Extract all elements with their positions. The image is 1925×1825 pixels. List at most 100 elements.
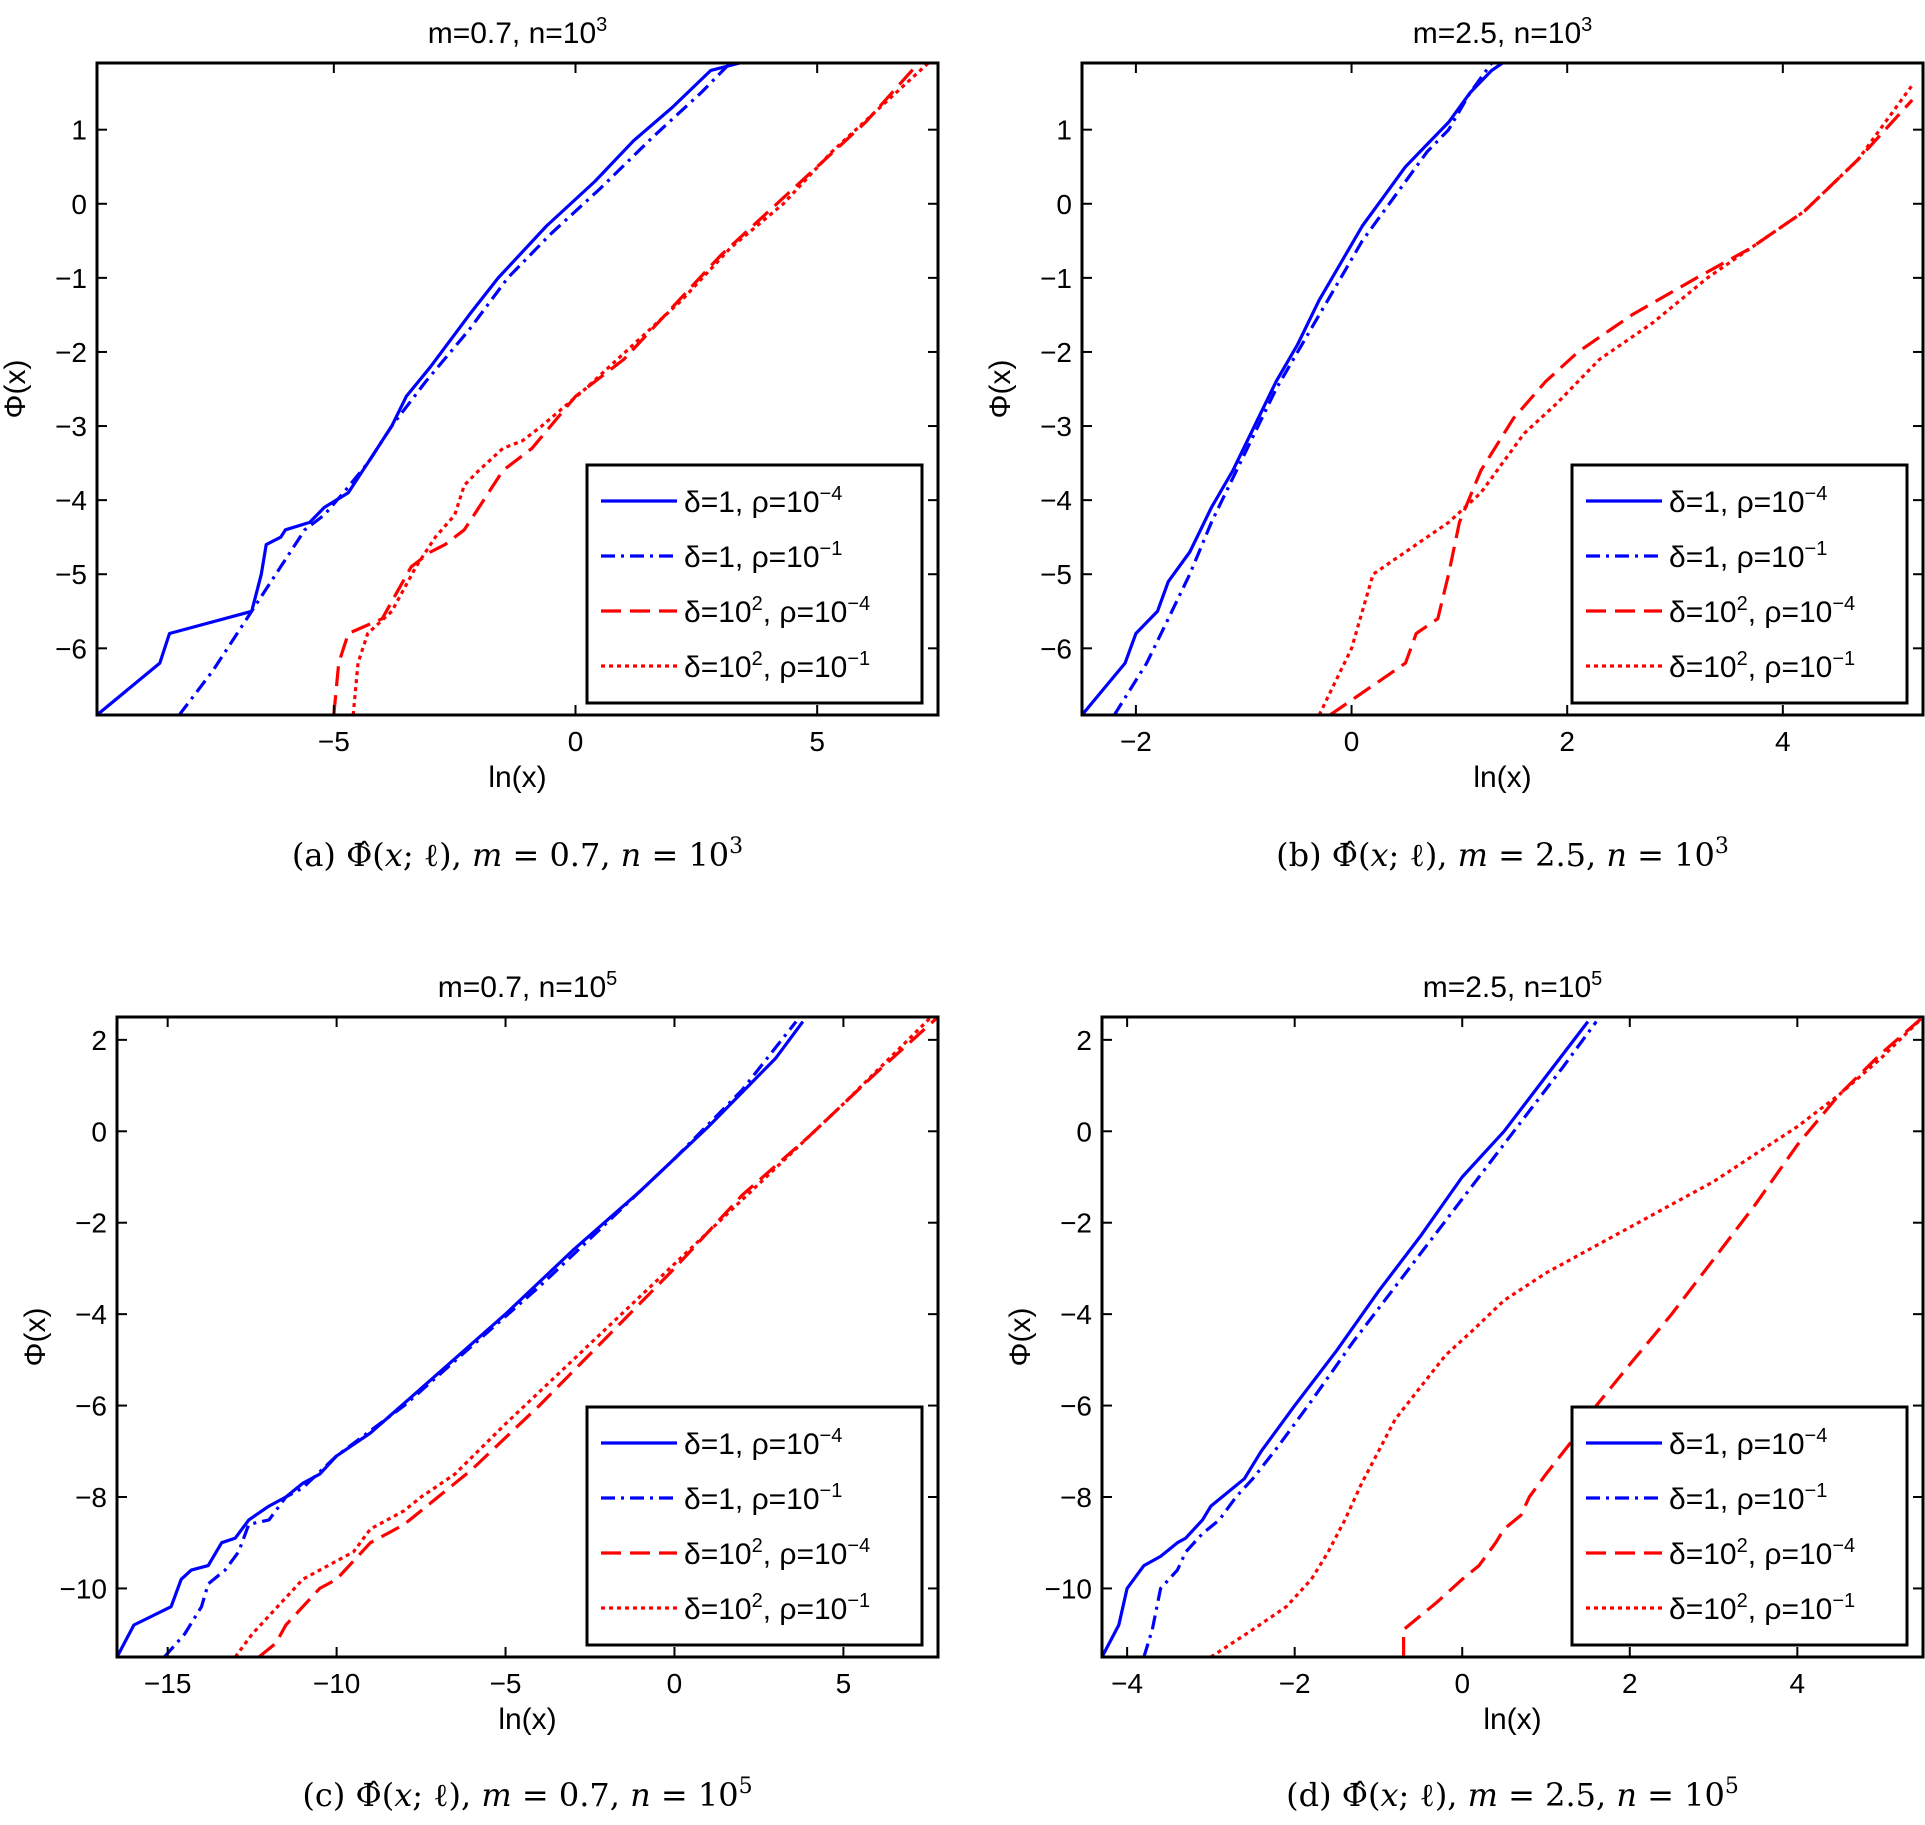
x-axis-label: ln(x) bbox=[1473, 761, 1531, 794]
series-line-4 bbox=[1210, 1017, 1923, 1657]
caption-m-value: = 0.7, bbox=[502, 836, 620, 874]
caption-n-exponent: 3 bbox=[729, 834, 743, 859]
legend-entry-mid-exponent: 2 bbox=[752, 593, 763, 615]
legend-entry-exponent: −4 bbox=[847, 593, 870, 615]
series-line-1 bbox=[117, 1020, 805, 1657]
legend-entry-exponent: −4 bbox=[847, 1535, 870, 1557]
caption-n-exponent: 5 bbox=[739, 1774, 753, 1799]
chart-title: m=0.7, n=105 bbox=[438, 968, 618, 1004]
x-axis-label: ln(x) bbox=[488, 761, 546, 794]
y-tick-label: 0 bbox=[91, 1116, 107, 1147]
legend-entry-tail: , ρ=10 bbox=[1748, 651, 1833, 684]
series-line-2 bbox=[163, 1020, 798, 1657]
legend-entry-1: δ=1, ρ=10−4 bbox=[1669, 1425, 1827, 1461]
caption-n-base: = 10 bbox=[1627, 836, 1715, 874]
legend-entry-exponent: −1 bbox=[1832, 648, 1855, 670]
legend-box bbox=[1570, 463, 1909, 705]
y-tick-label: 2 bbox=[1076, 1025, 1092, 1056]
caption-m-value: = 2.5, bbox=[1488, 836, 1606, 874]
chart-title-exponent: 5 bbox=[606, 968, 617, 990]
legend-entry-text: δ=10 bbox=[1669, 651, 1737, 684]
legend-entry-3: δ=102, ρ=10−4 bbox=[1669, 1535, 1855, 1571]
y-tick-label: −4 bbox=[1060, 1299, 1092, 1330]
y-tick-label: −10 bbox=[1045, 1573, 1093, 1604]
y-tick-label: −3 bbox=[55, 411, 87, 442]
series-line-2 bbox=[1142, 1020, 1598, 1657]
legend-entry-1: δ=1, ρ=10−4 bbox=[684, 1425, 842, 1461]
legend-entry-exponent: −1 bbox=[1832, 1590, 1855, 1612]
y-tick-label: −4 bbox=[55, 485, 87, 516]
caption-m-value: = 2.5, bbox=[1498, 1776, 1616, 1814]
legend-entry-1: δ=1, ρ=10−4 bbox=[684, 483, 842, 519]
legend-entry-exponent: −1 bbox=[847, 1590, 870, 1612]
legend-entry-3: δ=102, ρ=10−4 bbox=[684, 1535, 870, 1571]
x-tick-label: −2 bbox=[1279, 1668, 1311, 1699]
y-tick-label: −8 bbox=[75, 1482, 107, 1513]
legend-entry-tail: , ρ=10 bbox=[1748, 1593, 1833, 1626]
legend: δ=1, ρ=10−4δ=1, ρ=10−1δ=102, ρ=10−4δ=102… bbox=[585, 463, 924, 705]
y-tick-label: −2 bbox=[75, 1208, 107, 1239]
y-tick-label: −1 bbox=[55, 263, 87, 294]
x-axis-label: ln(x) bbox=[1483, 1703, 1541, 1736]
axes-frame bbox=[115, 1015, 940, 1659]
legend-entry-tail: , ρ=10 bbox=[1748, 596, 1833, 629]
chart-title-text: m=0.7, n=10 bbox=[438, 971, 606, 1004]
legend-entry-2: δ=1, ρ=10−1 bbox=[1669, 538, 1827, 574]
legend-entry-exponent: −4 bbox=[820, 1425, 843, 1447]
caption-n-exponent: 5 bbox=[1725, 1774, 1739, 1799]
legend-entry-exponent: −4 bbox=[1832, 593, 1855, 615]
legend-entry-2: δ=1, ρ=10−1 bbox=[684, 1480, 842, 1516]
x-tick-label: −15 bbox=[144, 1668, 192, 1699]
legend-entry-text: δ=1, ρ=10 bbox=[1669, 486, 1805, 519]
legend-entry-mid-exponent: 2 bbox=[1737, 1590, 1748, 1612]
legend-entry-2: δ=1, ρ=10−1 bbox=[1669, 1480, 1827, 1516]
legend-entry-text: δ=10 bbox=[1669, 1593, 1737, 1626]
chart-title-exponent: 3 bbox=[1581, 14, 1592, 36]
legend-entry-tail: , ρ=10 bbox=[763, 1538, 848, 1571]
legend-entry-text: δ=1, ρ=10 bbox=[684, 541, 820, 574]
caption-m-value: = 0.7, bbox=[512, 1776, 630, 1814]
x-tick-label: 5 bbox=[836, 1668, 852, 1699]
legend-entry-mid-exponent: 2 bbox=[1737, 1535, 1748, 1557]
legend: δ=1, ρ=10−4δ=1, ρ=10−1δ=102, ρ=10−4δ=102… bbox=[585, 1405, 924, 1647]
subfigure-caption: (b) Φ̂(x; ℓ), m = 2.5, n = 103 bbox=[1276, 834, 1729, 874]
chart-title: m=0.7, n=103 bbox=[428, 14, 608, 50]
legend-entry-4: δ=102, ρ=10−1 bbox=[684, 648, 870, 684]
legend-entry-exponent: −4 bbox=[1805, 1425, 1828, 1447]
caption-m: m bbox=[1458, 836, 1488, 874]
legend-entry-exponent: −1 bbox=[1805, 1480, 1828, 1502]
series-group bbox=[1102, 1017, 1923, 1657]
x-tick-label: −10 bbox=[313, 1668, 361, 1699]
subfigure-caption: (a) Φ̂(x; ℓ), m = 0.7, n = 103 bbox=[292, 834, 743, 874]
subfigure-caption: (c) Φ̂(x; ℓ), m = 0.7, n = 105 bbox=[302, 1774, 752, 1814]
legend-entry-exponent: −1 bbox=[1805, 538, 1828, 560]
series-line-3 bbox=[257, 1017, 938, 1657]
y-tick-label: 0 bbox=[1056, 189, 1072, 220]
y-tick-label: −2 bbox=[55, 337, 87, 368]
legend-entry-3: δ=102, ρ=10−4 bbox=[1669, 593, 1855, 629]
series-line-4 bbox=[234, 1017, 933, 1657]
y-tick-label: −6 bbox=[75, 1391, 107, 1422]
legend-entry-text: δ=10 bbox=[1669, 1538, 1737, 1571]
legend-entry-exponent: −1 bbox=[820, 538, 843, 560]
legend-entry-exponent: −4 bbox=[820, 483, 843, 505]
legend-entry-text: δ=10 bbox=[684, 596, 752, 629]
y-axis-label: Φ(x) bbox=[1004, 1308, 1037, 1367]
legend-entry-text: δ=1, ρ=10 bbox=[684, 1483, 820, 1516]
legend-entry-4: δ=102, ρ=10−1 bbox=[684, 1590, 870, 1626]
y-tick-label: −6 bbox=[1060, 1391, 1092, 1422]
x-tick-label: −5 bbox=[490, 1668, 522, 1699]
legend-entry-mid-exponent: 2 bbox=[752, 1535, 763, 1557]
x-tick-label: 5 bbox=[809, 726, 825, 757]
x-tick-label: 4 bbox=[1775, 726, 1791, 757]
y-tick-label: −5 bbox=[1040, 559, 1072, 590]
y-tick-label: −5 bbox=[55, 559, 87, 590]
chart-title-text: m=2.5, n=10 bbox=[1423, 971, 1591, 1004]
x-tick-label: 0 bbox=[667, 1668, 683, 1699]
legend-entry-tail: , ρ=10 bbox=[1748, 1538, 1833, 1571]
y-tick-label: −10 bbox=[60, 1573, 108, 1604]
